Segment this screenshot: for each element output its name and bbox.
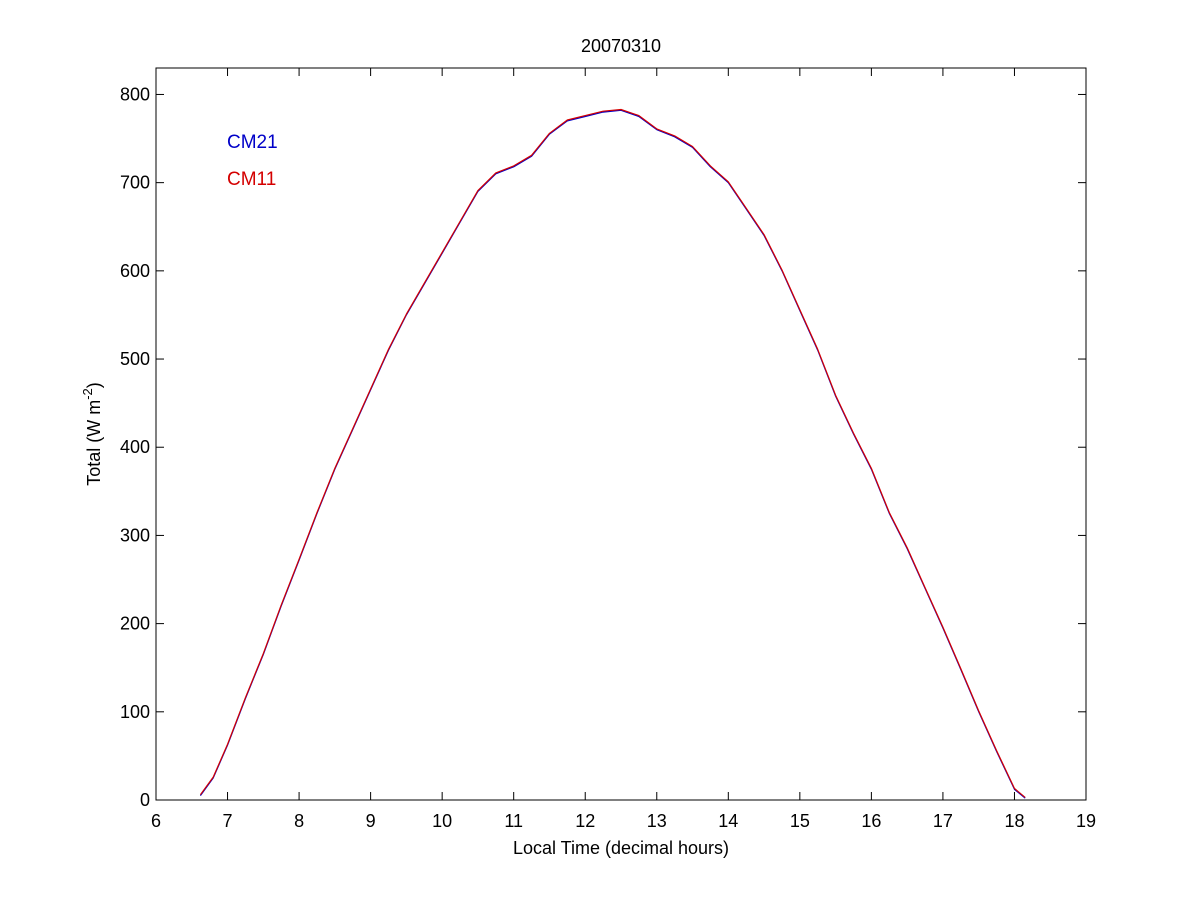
y-tick-label: 200 [120,614,150,634]
x-tick-label: 7 [223,811,233,831]
x-tick-label: 11 [504,811,523,831]
y-tick-label: 800 [120,84,150,104]
x-tick-label: 15 [790,811,810,831]
y-tick-label: 500 [120,349,150,369]
y-tick-label: 100 [120,702,150,722]
y-axis-label-superscript: -2 [80,388,95,400]
y-axis-label-tail: ) [84,382,104,388]
y-tick-label: 600 [120,261,150,281]
series-line-cm11 [199,108,1026,798]
series-line-cm21 [199,109,1026,799]
y-axis-label: Total (W m-2) [80,382,104,486]
x-tick-label: 6 [151,811,161,831]
legend: CM21 CM11 [227,132,278,190]
chart-title: 20070310 [581,36,661,56]
y-axis-label-main: Total (W m [84,400,104,486]
y-tick-label: 300 [120,525,150,545]
x-tick-label: 9 [366,811,376,831]
x-axis-label: Local Time (decimal hours) [513,838,729,858]
x-tick-label: 18 [1004,811,1024,831]
y-axis-ticks: 0 100 200 300 400 500 600 700 800 [120,84,1086,810]
x-tick-label: 19 [1076,811,1096,831]
series-layer [199,108,1026,799]
x-tick-label: 12 [575,811,595,831]
legend-entry-cm11: CM11 [227,169,276,190]
x-axis-ticks: 6 7 8 9 10 11 12 13 14 15 16 17 18 19 [151,68,1096,831]
y-tick-label: 400 [120,437,150,457]
plot-area [155,67,1087,801]
x-tick-label: 8 [294,811,304,831]
x-tick-label: 17 [933,811,953,831]
x-tick-label: 13 [647,811,667,831]
x-tick-label: 16 [861,811,881,831]
x-tick-label: 10 [432,811,452,831]
legend-entry-cm21: CM21 [227,132,278,153]
y-tick-label: 700 [120,173,150,193]
x-tick-label: 14 [718,811,738,831]
y-tick-label: 0 [140,790,150,810]
